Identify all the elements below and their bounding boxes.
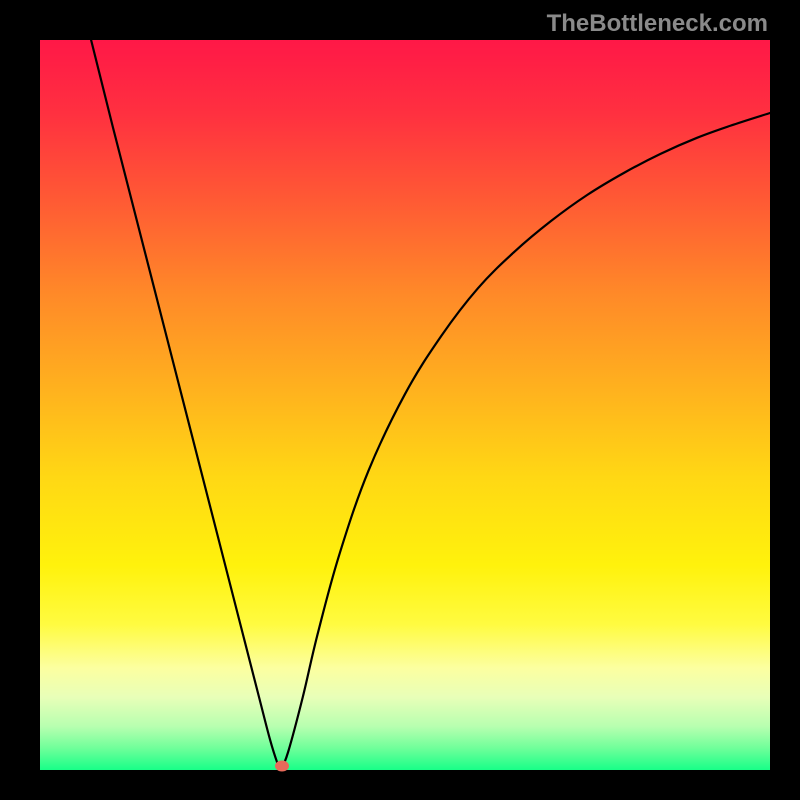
frame-border-bottom [0,770,800,800]
bottleneck-curve [40,40,770,770]
chart-frame: TheBottleneck.com [0,0,800,800]
plot-area [40,40,770,770]
watermark-text: TheBottleneck.com [547,10,768,38]
frame-border-left [0,0,40,800]
minimum-marker [275,760,289,771]
frame-border-right [770,0,800,800]
